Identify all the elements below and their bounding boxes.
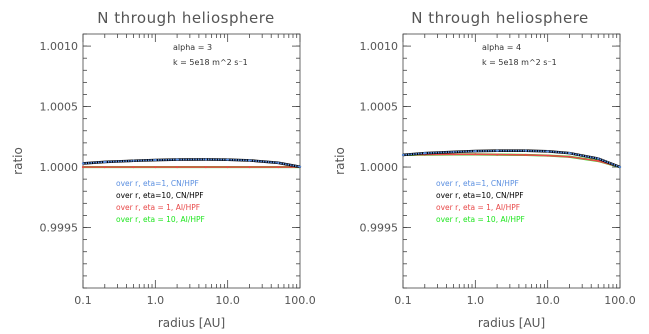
x-tick-label: 100.0 [604, 294, 636, 307]
legend-entry: over r, eta=1, CN/HPF [116, 179, 199, 188]
data-point [81, 162, 85, 165]
y-tick-label: 0.9995 [40, 222, 79, 235]
annotation: k = 5e18 m^2 s⁻1 [173, 58, 248, 67]
annotation: alpha = 4 [482, 43, 521, 52]
legend-entry: over r, eta=10, CN/HPF [436, 191, 524, 200]
x-tick-label: 10.0 [535, 294, 560, 307]
data-point [248, 165, 251, 169]
y-tick-label: 1.0005 [360, 101, 399, 114]
y-tick-label: 1.0005 [40, 101, 79, 114]
x-tick-label: 100.0 [284, 294, 316, 307]
data-point [226, 165, 229, 169]
series-line [402, 149, 621, 168]
data-point [524, 153, 527, 157]
y-axis-label: ratio [11, 147, 25, 175]
data-point [103, 165, 106, 169]
data-point [568, 152, 571, 155]
data-point [176, 165, 179, 169]
data-point [81, 165, 85, 169]
legend-entry: over r, eta = 1, AI/HPF [436, 203, 520, 212]
x-axis-label: radius [AU] [478, 316, 545, 330]
y-axis-label: ratio [333, 147, 347, 175]
chart-title: N through heliosphere [97, 9, 275, 27]
data-point [103, 160, 106, 164]
legend-entry: over r, eta = 10, AI/HPF [116, 215, 205, 224]
chart-title: N through heliosphere [411, 9, 589, 27]
x-tick-label: 10.0 [215, 294, 240, 307]
data-point [298, 165, 302, 168]
data-point [423, 152, 426, 155]
data-point [132, 165, 135, 169]
legend-entry: over r, eta = 1, AI/HPF [116, 203, 200, 212]
data-point [204, 158, 207, 161]
plot-frame [402, 33, 621, 289]
data-point [597, 157, 600, 160]
data-point [248, 159, 251, 162]
data-point [452, 153, 455, 156]
y-tick-label: 0.9995 [360, 222, 399, 235]
data-point [277, 165, 280, 169]
data-point [496, 149, 499, 152]
series-line [82, 158, 301, 168]
data-point [568, 155, 571, 158]
panel-2: N through heliosphere ratio radius [AU] 0.9… [333, 9, 636, 330]
data-point [401, 153, 405, 157]
data-point [524, 149, 527, 152]
data-point [154, 165, 157, 169]
data-point [226, 158, 229, 161]
data-point [132, 159, 135, 162]
data-point [618, 165, 622, 169]
data-point [546, 154, 549, 157]
data-point [204, 165, 207, 169]
series-line [82, 158, 301, 169]
y-tick-label: 1.0000 [360, 161, 399, 174]
x-tick-label: 0.1 [394, 294, 412, 307]
y-tick-label: 1.0010 [40, 40, 79, 53]
y-tick-label: 1.0000 [40, 161, 79, 174]
legend-entry: over r, eta=10, CN/HPF [116, 191, 204, 200]
x-tick-label: 1.0 [147, 294, 165, 307]
legend-entry: over r, eta=1, CN/HPF [436, 179, 519, 188]
legend-entry: over r, eta = 10, AI/HPF [436, 215, 525, 224]
data-point [597, 159, 600, 163]
panel-1: N through heliosphere ratio radius [AU] 0.9… [11, 9, 316, 330]
data-point [277, 161, 280, 164]
data-point [474, 153, 477, 156]
annotation: alpha = 3 [173, 43, 212, 52]
x-tick-label: 0.1 [74, 294, 92, 307]
y-tick-label: 1.0010 [360, 40, 399, 53]
series-line [402, 153, 621, 168]
x-tick-label: 1.0 [467, 294, 485, 307]
annotation: k = 5e18 m^2 s⁻1 [482, 58, 557, 67]
data-point [496, 153, 499, 156]
plot-frame [82, 33, 301, 289]
x-axis-label: radius [AU] [158, 316, 225, 330]
data-point [546, 150, 549, 153]
data-point [474, 149, 477, 153]
data-point [452, 150, 455, 154]
data-point [176, 158, 179, 161]
data-point [154, 158, 157, 162]
